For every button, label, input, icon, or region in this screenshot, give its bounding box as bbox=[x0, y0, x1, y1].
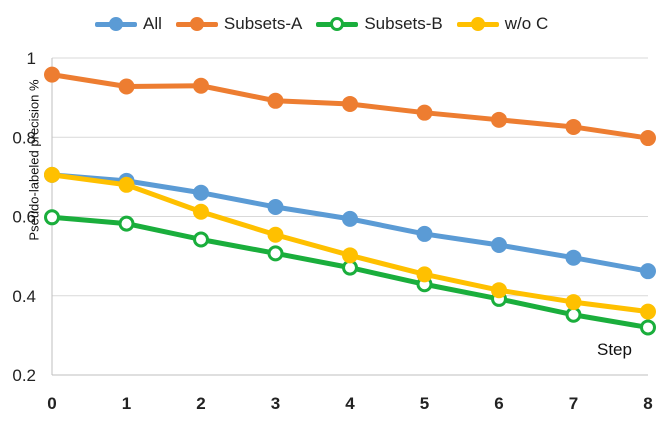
legend-label: Subsets-A bbox=[223, 14, 303, 33]
series-subsets-b bbox=[44, 209, 656, 336]
data-point bbox=[44, 66, 60, 83]
data-point bbox=[640, 319, 656, 336]
x-tick-label: 8 bbox=[643, 394, 652, 413]
data-point bbox=[565, 294, 582, 311]
series-all bbox=[44, 166, 656, 280]
data-point bbox=[342, 210, 358, 227]
data-point bbox=[640, 303, 656, 320]
x-tick-label: 3 bbox=[271, 394, 280, 413]
series-line bbox=[49, 172, 651, 315]
data-point bbox=[44, 209, 60, 226]
y-tick-label: 0.8 bbox=[12, 128, 36, 147]
legend-item: w/o C bbox=[456, 14, 549, 34]
data-point bbox=[416, 104, 433, 121]
legend-item: Subsets-B bbox=[316, 14, 443, 34]
x-tick-label: 1 bbox=[122, 394, 131, 413]
series-group bbox=[44, 66, 656, 336]
y-tick-labels: 0.2 0.4 0.6 0.8 1 bbox=[12, 49, 36, 385]
x-tick-label: 2 bbox=[196, 394, 205, 413]
data-point bbox=[640, 263, 656, 280]
data-point bbox=[118, 215, 135, 232]
data-point bbox=[267, 245, 284, 262]
legend-label: All bbox=[143, 14, 162, 33]
x-tick-label: 5 bbox=[420, 394, 429, 413]
legend-label: w/o C bbox=[504, 14, 549, 33]
data-point bbox=[267, 92, 284, 109]
data-point bbox=[193, 231, 209, 248]
legend-label: Subsets-B bbox=[364, 14, 443, 33]
x-tick-label: 4 bbox=[345, 394, 355, 413]
data-point bbox=[193, 77, 209, 94]
data-point bbox=[565, 306, 582, 323]
y-tick-label: 0.6 bbox=[12, 208, 36, 227]
data-point bbox=[640, 130, 656, 147]
x-axis-label: Step bbox=[597, 340, 632, 359]
x-tick-label: 6 bbox=[494, 394, 503, 413]
data-point bbox=[565, 118, 582, 135]
data-point bbox=[342, 247, 358, 264]
legend-item: Subsets-A bbox=[175, 14, 303, 34]
data-point bbox=[118, 176, 135, 193]
data-point bbox=[193, 184, 209, 201]
legend-swatch bbox=[95, 17, 137, 31]
y-axis-label: Pseudo-labeled precision % bbox=[26, 79, 42, 241]
x-tick-label: 0 bbox=[47, 394, 56, 413]
y-tick-label: 0.2 bbox=[12, 366, 36, 385]
legend-swatch-marker bbox=[470, 17, 485, 31]
legend-swatch bbox=[175, 17, 218, 31]
series-w-o-c bbox=[44, 166, 656, 320]
data-point bbox=[565, 249, 582, 266]
y-tick-label: 1 bbox=[27, 49, 36, 68]
data-point bbox=[118, 78, 135, 95]
legend-swatch-marker bbox=[189, 17, 204, 31]
legend-swatch bbox=[316, 17, 359, 31]
data-point bbox=[44, 166, 60, 183]
data-point bbox=[491, 237, 507, 254]
data-point bbox=[267, 198, 284, 215]
x-tick-label: 7 bbox=[569, 394, 578, 413]
legend: All Subsets-A Subsets-B w/o C bbox=[95, 14, 562, 34]
data-point bbox=[416, 266, 433, 283]
data-point bbox=[416, 225, 433, 242]
legend-swatch-marker bbox=[109, 17, 123, 31]
data-point bbox=[267, 226, 284, 243]
data-point bbox=[342, 95, 358, 112]
legend-item: All bbox=[95, 14, 162, 34]
data-point bbox=[491, 111, 507, 128]
data-point bbox=[491, 282, 507, 299]
y-tick-label: 0.4 bbox=[12, 287, 36, 306]
data-point bbox=[193, 203, 209, 220]
legend-swatch bbox=[456, 17, 499, 31]
legend-swatch-marker bbox=[330, 17, 345, 31]
x-tick-labels: 0 1 2 3 4 5 6 7 8 bbox=[47, 394, 652, 413]
series-subsets-a bbox=[44, 66, 656, 147]
